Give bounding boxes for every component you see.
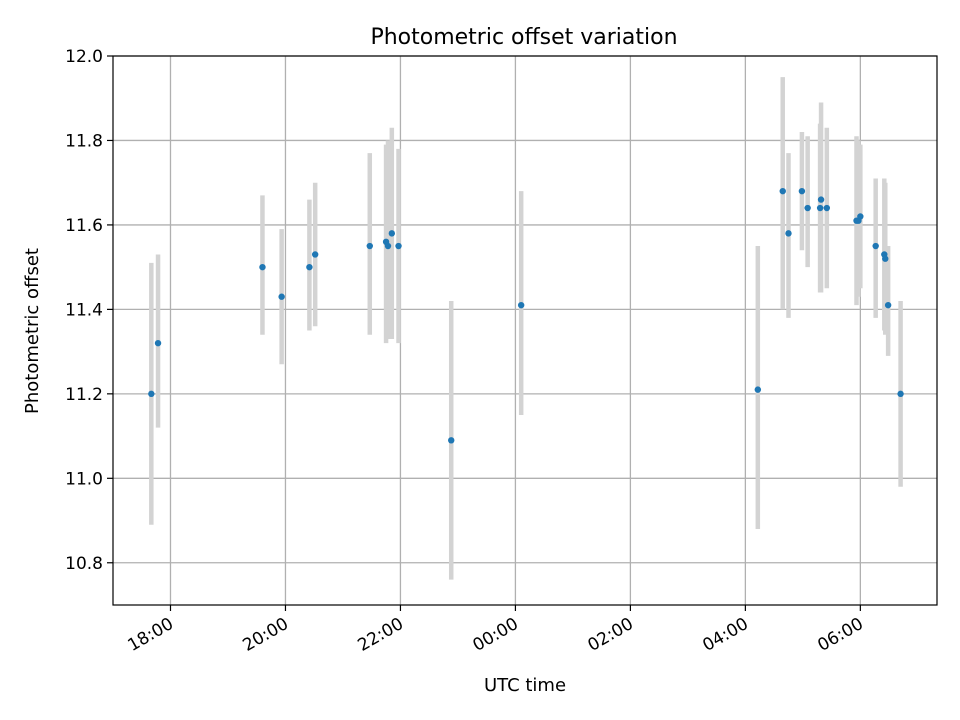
data-point — [897, 390, 904, 398]
data-point — [278, 293, 285, 300]
data-point — [754, 386, 762, 393]
data-point — [395, 242, 402, 250]
data-point — [798, 187, 806, 195]
data-point — [816, 204, 824, 212]
data-point — [823, 204, 831, 212]
data-point — [388, 230, 396, 237]
y-tick-label: 12.0 — [65, 47, 103, 67]
y-axis-ticks: 10.8 11.0 11.2 11.4 11.6 11.8 12.0 — [65, 47, 113, 574]
data-point — [804, 204, 811, 212]
y-tick-label: 11.2 — [65, 385, 103, 405]
data-point — [259, 263, 266, 271]
data-point — [148, 390, 155, 398]
chart-title: Photometric offset variation — [370, 25, 677, 50]
data-point — [857, 213, 864, 220]
data-points — [148, 187, 904, 444]
plot-frame — [112, 55, 938, 606]
y-tick-label: 11.6 — [65, 216, 103, 236]
y-tick-label: 11.8 — [65, 131, 103, 151]
data-point — [154, 339, 162, 347]
plot-area — [113, 56, 937, 605]
data-point — [306, 263, 313, 271]
data-point — [785, 230, 792, 237]
y-tick-label: 10.8 — [65, 554, 103, 574]
y-axis-label: Photometric offset — [22, 248, 43, 414]
y-tick-label: 11.0 — [65, 469, 103, 489]
data-point — [817, 196, 825, 203]
data-point — [882, 255, 889, 262]
data-point — [448, 437, 455, 444]
data-point — [884, 301, 892, 309]
data-point — [872, 242, 879, 250]
data-point — [779, 187, 786, 195]
data-point — [517, 301, 525, 309]
x-axis-label: UTC time — [484, 675, 566, 696]
data-point — [311, 251, 319, 258]
y-tick-label: 11.4 — [65, 300, 103, 320]
data-point — [384, 242, 392, 250]
data-point — [366, 242, 373, 250]
